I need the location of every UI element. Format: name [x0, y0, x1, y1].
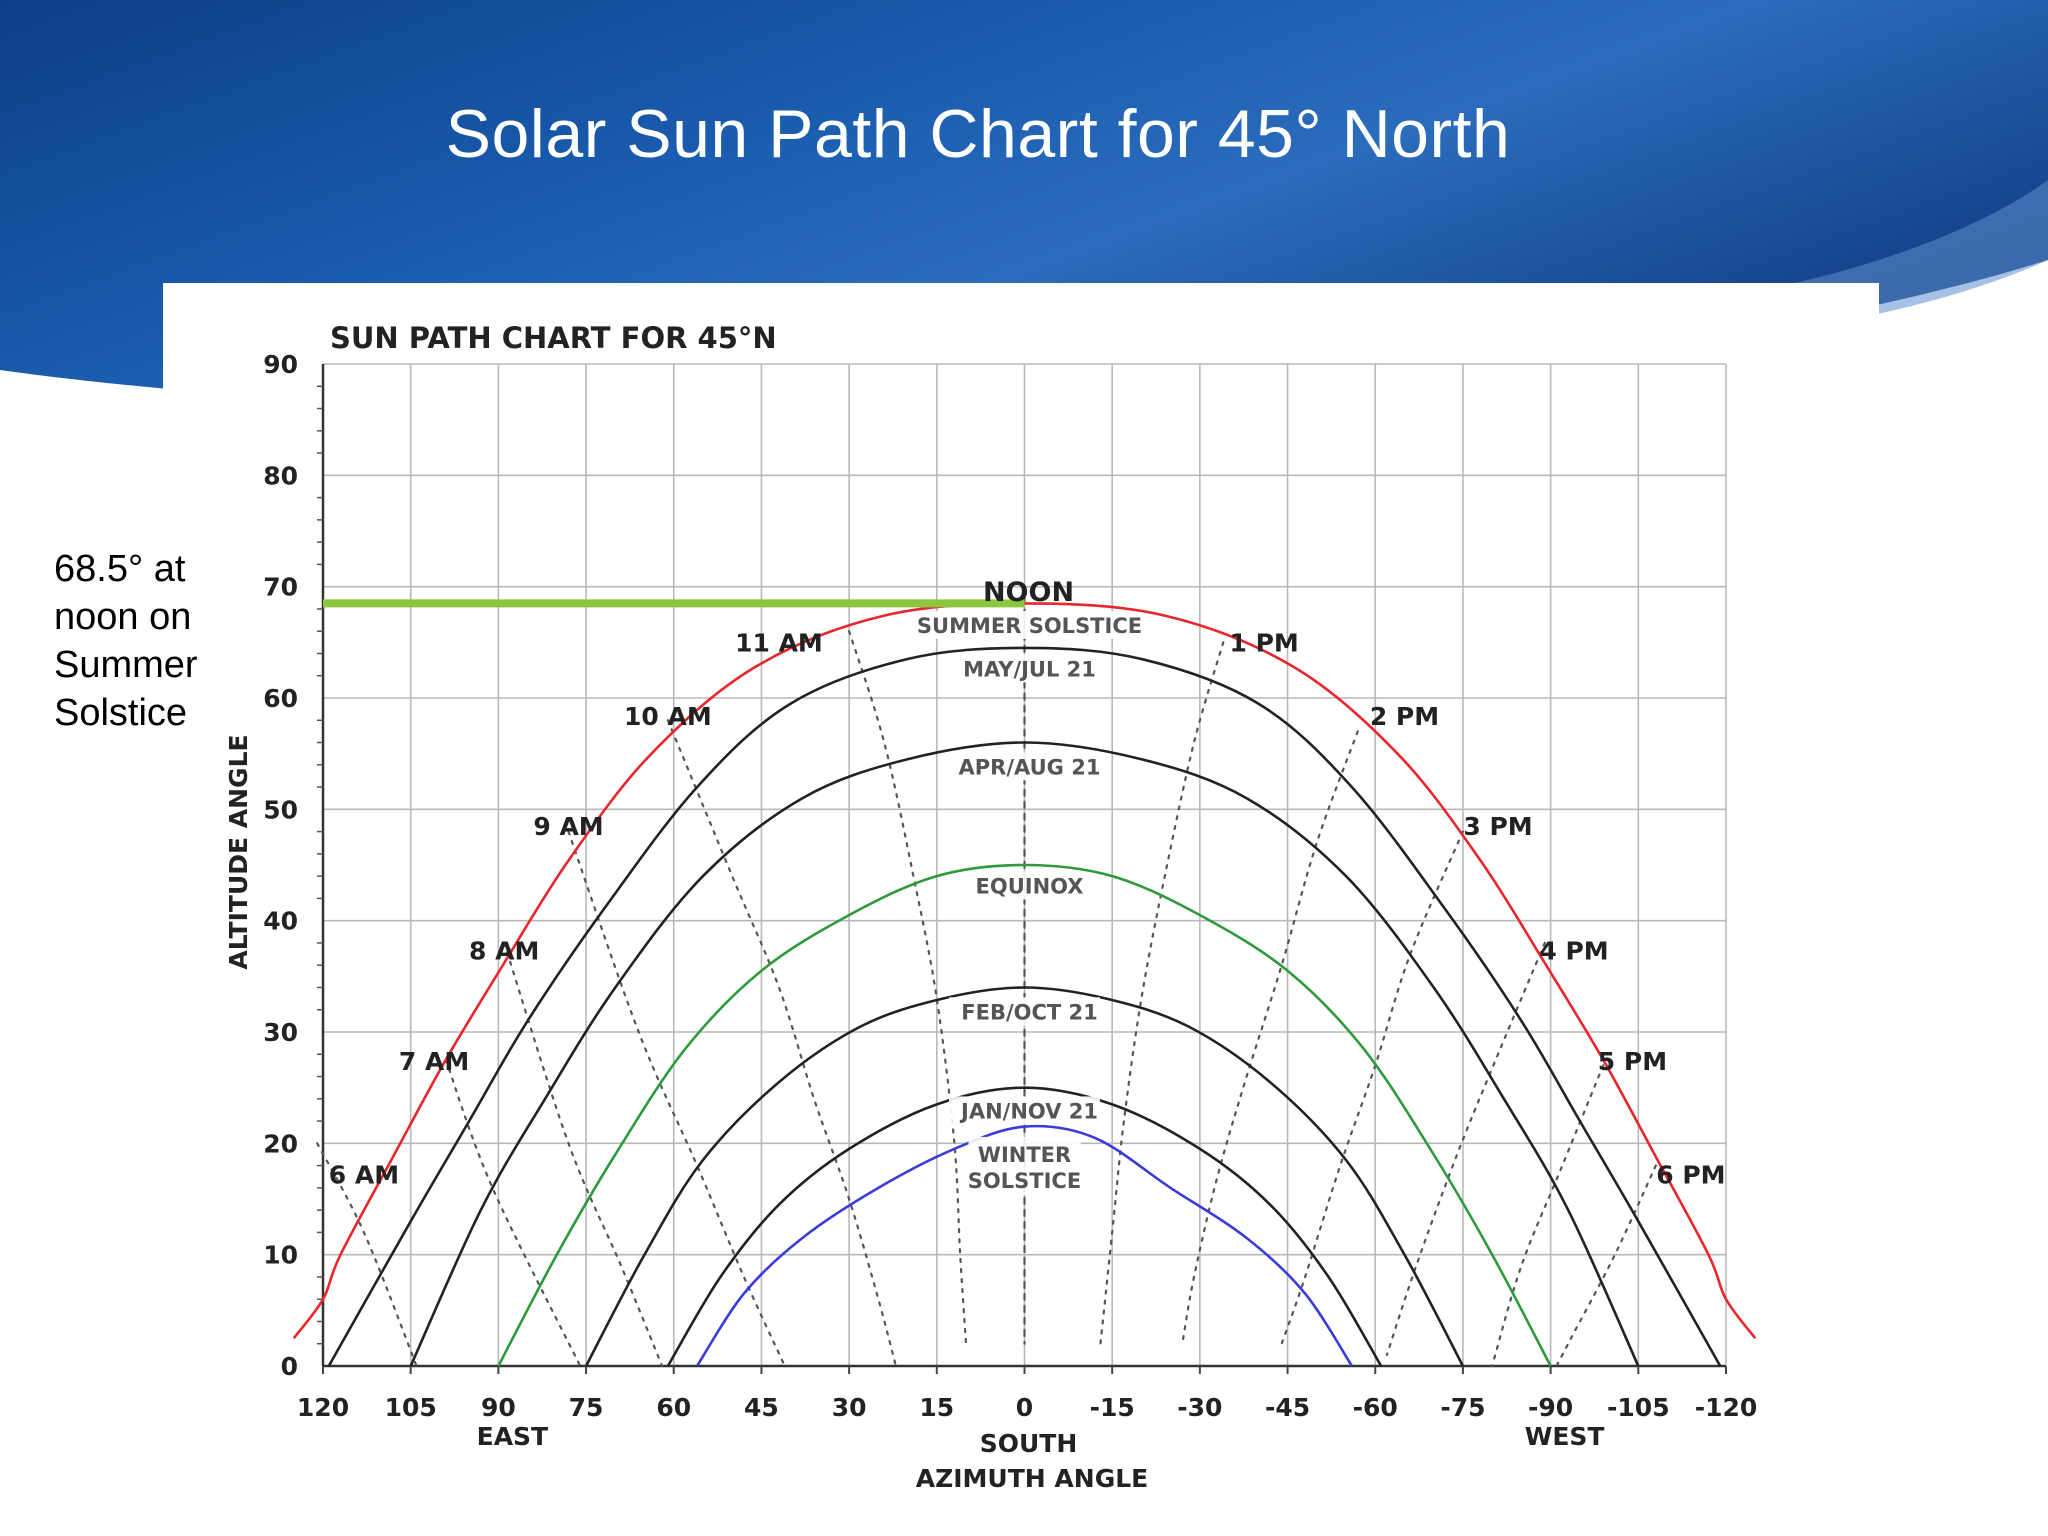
y-tick-label: 10	[263, 1241, 298, 1270]
hour-label-noon: NOON	[983, 577, 1074, 608]
label-backdrop	[949, 654, 1100, 683]
label-backdrop	[969, 871, 1080, 900]
y-tick-label: 60	[263, 684, 298, 713]
hour-label-11-am: 11 AM	[735, 628, 823, 657]
curve-equinox	[497, 863, 1552, 1367]
y-tick-label: 80	[263, 461, 298, 490]
x-tick-label: 30	[832, 1393, 867, 1422]
x-tick-label: -105	[1607, 1393, 1670, 1422]
direction-label-west: WEST	[1525, 1422, 1605, 1451]
hour-lines	[316, 596, 1657, 1368]
x-axis-label: AZIMUTH ANGLE	[916, 1464, 1148, 1493]
hour-line-1-pm	[1099, 641, 1225, 1345]
hour-line-3-pm	[1280, 830, 1464, 1345]
hour-line-11-am	[848, 630, 968, 1345]
hour-label-4-pm: 4 PM	[1539, 937, 1608, 966]
hour-line-9-am	[567, 830, 786, 1368]
hour-label-6-pm: 6 PM	[1656, 1161, 1725, 1190]
hour-label-5-pm: 5 PM	[1598, 1047, 1667, 1076]
x-tick-label: 90	[481, 1393, 516, 1422]
y-tick-label: 0	[281, 1352, 298, 1381]
label-backdrop	[915, 610, 1134, 639]
series-label-apr-aug-21: APR/AUG 21	[959, 755, 1101, 779]
label-backdrop	[949, 1096, 1100, 1125]
hour-label-1-pm: 1 PM	[1230, 628, 1299, 657]
direction-label-east: EAST	[477, 1422, 548, 1451]
hour-line-10-am	[666, 719, 897, 1368]
x-tick-label: -60	[1353, 1393, 1398, 1422]
hour-line-6-am	[316, 1142, 418, 1368]
x-tick-label: -45	[1265, 1393, 1310, 1422]
hour-label-7-am: 7 AM	[399, 1047, 469, 1076]
x-tick-label: -120	[1695, 1393, 1758, 1422]
y-tick-label: 70	[263, 573, 298, 602]
label-backdrop	[949, 752, 1100, 781]
hour-line-4-pm	[1385, 941, 1546, 1356]
hour-label-9-am: 9 AM	[533, 812, 603, 841]
x-tick-label: 75	[569, 1393, 604, 1422]
y-tick-label: 90	[263, 350, 298, 379]
slide-title: Solar Sun Path Chart for 45° North	[445, 96, 1511, 172]
series-label-winter-solstice: WINTER SOLSTICE	[968, 1143, 1081, 1193]
series-label-summer-solstice: SUMMER SOLSTICE	[917, 614, 1142, 638]
series-label-feb-oct-21: FEB/OCT 21	[961, 1000, 1098, 1024]
curve-may-jul-21	[327, 646, 1722, 1367]
hour-line-7-am	[444, 1058, 582, 1368]
y-tick-label: 40	[263, 907, 298, 936]
series-label-equinox: EQUINOX	[976, 874, 1084, 898]
hour-line-6-pm	[1555, 1164, 1657, 1368]
x-tick-label: -90	[1528, 1393, 1573, 1422]
x-tick-label: 45	[744, 1393, 779, 1422]
hour-line-8-am	[503, 941, 664, 1368]
curve-jan-nov-21	[666, 1086, 1383, 1367]
direction-label-south: SOUTH	[980, 1429, 1078, 1458]
hour-label-2-pm: 2 PM	[1370, 702, 1439, 731]
x-tick-label: 120	[297, 1393, 349, 1422]
x-tick-label: -15	[1090, 1393, 1135, 1422]
x-tick-label: -30	[1177, 1393, 1222, 1422]
label-backdrop	[968, 1136, 1081, 1195]
series-label-may-jul-21: MAY/JUL 21	[963, 657, 1096, 681]
hour-label-8-am: 8 AM	[469, 937, 539, 966]
label-backdrop	[949, 997, 1100, 1026]
solstice-annotation: 68.5° at noon on Summer Solstice	[54, 548, 198, 734]
curve-winter-solstice	[696, 1124, 1353, 1367]
x-tick-label: 15	[919, 1393, 954, 1422]
y-tick-label: 30	[263, 1018, 298, 1047]
chart-panel	[163, 283, 1879, 1536]
hour-line-2-pm	[1181, 730, 1359, 1345]
hour-line-5-pm	[1491, 1064, 1605, 1368]
x-tick-label: -75	[1440, 1393, 1485, 1422]
y-tick-label: 50	[263, 795, 298, 824]
hour-label-3-pm: 3 PM	[1463, 812, 1532, 841]
chart-labels: EAST SOUTH WEST SUMMER SOLSTICE MAY/JUL 21 AP…	[323, 577, 1726, 1458]
hour-label-10-am: 10 AM	[624, 702, 712, 731]
x-tick-label: 105	[385, 1393, 437, 1422]
hour-label-6-am: 6 AM	[329, 1161, 399, 1190]
x-tick-label: 0	[1016, 1393, 1033, 1422]
axis-ticks: 120 105 90 75 60 45 30 15 0 -15 -30 -45 -60 -75 -90 -10…	[263, 350, 1757, 1422]
curve-feb-oct-21	[584, 986, 1465, 1367]
y-axis-label: ALTITUDE ANGLE	[224, 734, 253, 969]
y-tick-label: 20	[263, 1129, 298, 1158]
x-tick-label: 60	[656, 1393, 691, 1422]
curve-apr-aug-21	[409, 741, 1640, 1367]
series-label-jan-nov-21: JAN/NOV 21	[959, 1099, 1098, 1123]
chart-title: SUN PATH CHART FOR 45°N	[330, 321, 777, 355]
